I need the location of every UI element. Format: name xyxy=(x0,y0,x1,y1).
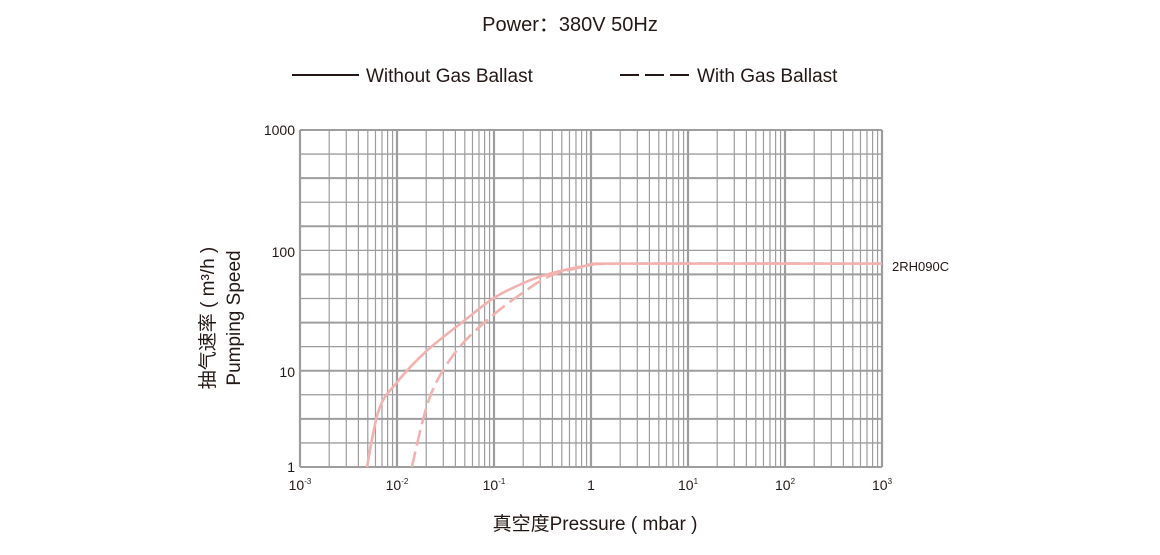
x-tick-exponent: -2 xyxy=(401,477,409,486)
y-tick-label: 1 xyxy=(287,459,295,475)
grid xyxy=(298,129,884,468)
x-tick-label: 102 xyxy=(775,477,796,493)
x-tick-label: 103 xyxy=(872,477,893,493)
y-tick-labels: 1000 100 10 1 xyxy=(264,122,295,475)
x-tick-label: 10-3 xyxy=(289,477,312,493)
series-with-gas-ballast xyxy=(410,262,883,468)
y-axis-label-cn: 抽气速率 ( m³/h ) xyxy=(197,247,219,390)
legend-label-without-gas-ballast: Without Gas Ballast xyxy=(366,66,534,87)
curve-label: 2RH090C xyxy=(892,259,949,274)
series-without-gas-ballast xyxy=(365,262,883,468)
x-tick-exponent: -1 xyxy=(498,477,506,486)
x-tick-label: 10-2 xyxy=(386,477,409,493)
x-tick-label: 1 xyxy=(587,477,595,493)
chart-title: Power：380V 50Hz xyxy=(482,14,658,36)
y-tick-label: 100 xyxy=(272,244,296,260)
x-tick-base: 10 xyxy=(289,477,305,493)
y-axis-label-en: Pumping Speed xyxy=(224,250,245,385)
x-tick-base: 10 xyxy=(386,477,402,493)
x-tick-labels: 10-3 10-2 10-1 1 101 102 103 xyxy=(289,477,893,493)
legend-label-with-gas-ballast: With Gas Ballast xyxy=(697,66,838,87)
x-tick-base: 1 xyxy=(587,477,595,493)
x-tick-exponent: 3 xyxy=(888,477,893,486)
x-tick-exponent: 2 xyxy=(791,477,796,486)
x-tick-base: 10 xyxy=(775,477,791,493)
y-tick-label: 1000 xyxy=(264,122,295,138)
x-axis-label: 真空度Pressure ( mbar ) xyxy=(493,513,698,535)
x-tick-exponent: -3 xyxy=(304,477,312,486)
x-tick-base: 10 xyxy=(483,477,499,493)
x-tick-base: 10 xyxy=(678,477,694,493)
y-tick-label: 10 xyxy=(279,364,295,380)
curves xyxy=(365,262,883,468)
x-tick-label: 101 xyxy=(678,477,699,493)
x-tick-exponent: 1 xyxy=(694,477,699,486)
x-tick-label: 10-1 xyxy=(483,477,506,493)
legend: Without Gas Ballast With Gas Ballast xyxy=(292,66,838,87)
x-tick-base: 10 xyxy=(872,477,888,493)
